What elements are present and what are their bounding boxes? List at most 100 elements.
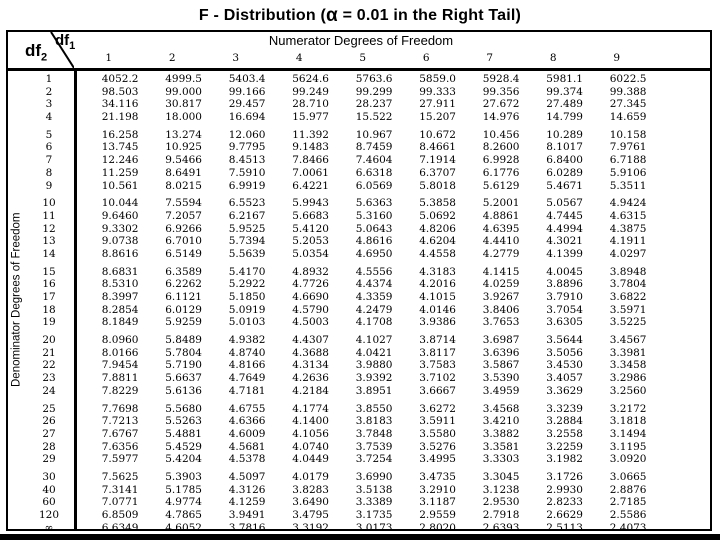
f-value-cell: 7.1914 [419,154,456,167]
f-value-cell: 5.7190 [165,359,202,372]
f-value-cell: 99.374 [546,85,583,98]
f-value-cell: 6.9928 [482,154,520,167]
f-value-cell: 5.0103 [228,316,266,329]
table-row: 28 7.6356 5.4529 4.5681 4.0740 3.7539 3.5276 3.… [8,441,710,454]
f-value-cell: 28.710 [292,98,329,111]
table-row: 3 34.116 30.817 29.457 28.710 28.237 27.911 27.… [8,98,710,111]
f-value-cell: 4.4374 [355,278,393,291]
f-value-cell: 4.4307 [292,334,329,347]
f-value-cell: 6.2262 [165,278,202,291]
f-value-cell: 3.2884 [546,415,583,428]
f-value-cell: 4.0297 [609,247,647,260]
f-value-cell: 3.3581 [482,440,520,453]
f-value-cell: 9.6460 [101,209,139,222]
df2-row-label: 22 [42,359,56,372]
f-value-cell: 16.694 [228,111,266,124]
f-value-cell: 6.0289 [546,166,583,179]
f-value-cell: 8.2600 [482,141,520,154]
df2-row-label: 20 [42,334,56,347]
f-value-cell: 8.0166 [101,346,139,359]
f-value-cell: 3.1818 [609,415,647,428]
f-value-cell: 4052.2 [101,73,139,85]
f-value-cell: 4.3126 [228,483,266,496]
df2-row-label: 8 [45,166,53,179]
f-value-cell: 8.1017 [546,141,583,154]
f-value-cell: 3.6990 [355,470,393,483]
table-row: 8 11.259 8.6491 7.5910 7.0061 6.6318 6.3707 6.1… [8,167,710,180]
f-value-cell: 5.4529 [165,440,202,453]
f-value-cell: 27.345 [609,98,647,111]
f-value-cell: 21.198 [101,111,139,124]
df2-row-label: 6 [45,141,53,154]
f-value-cell: 5.9525 [228,222,266,235]
f-value-cell: 3.5911 [419,415,456,428]
column-header: 5 [359,52,367,64]
f-value-cell: 4.1708 [355,316,393,329]
df2-row-label: 14 [42,247,56,260]
f-value-cell: 7.8229 [101,384,139,397]
f-value-cell: 3.2558 [546,427,583,440]
f-value-cell: 7.5594 [165,197,202,210]
f-value-cell: 30.817 [165,98,202,111]
f-value-cell: 3.9392 [355,372,393,385]
f-value-cell: 13.745 [101,141,139,154]
f-value-cell: 14.976 [482,111,520,124]
f-value-cell: 3.2986 [609,372,647,385]
f-value-cell: 5.6683 [292,209,329,222]
f-value-cell: 99.388 [609,85,647,98]
f-value-cell: 2.9530 [482,496,520,509]
f-value-cell: 6.7010 [165,235,202,248]
table-row: 23 7.8811 5.6637 4.7649 4.2636 3.9392 3.7102 3.… [8,372,710,385]
f-value-cell: 2.8233 [546,496,583,509]
f-value-cell: 4.2779 [482,247,520,260]
column-header: 8 [549,52,557,64]
f-value-cell: 3.6490 [292,496,329,509]
f-value-cell: 7.8466 [292,154,329,167]
f-value-cell: 6.2167 [228,209,266,222]
f-value-cell: 4.8932 [292,265,329,278]
f-value-cell: 3.3389 [355,496,393,509]
f-value-cell: 4.3875 [609,222,647,235]
df2-row-label: 19 [42,316,56,329]
f-value-cell: 9.1483 [292,141,329,154]
f-value-cell: 5981.1 [546,73,583,85]
f-value-cell: 3.5580 [419,427,456,440]
f-value-cell: 3.5644 [546,334,583,347]
f-value-cell: 3.7254 [355,453,393,466]
table-row: 5 16.258 13.274 12.060 11.392 10.967 10.672 10.… [8,129,710,142]
df2-row-label: 28 [42,440,56,453]
f-value-cell: 5.2053 [292,235,329,248]
table-row: 13 9.0738 6.7010 5.7394 5.2053 4.8616 4.6204 4.… [8,235,710,248]
table-row: 21 8.0166 5.7804 4.8740 4.3688 4.0421 3.8117 3.… [8,347,710,360]
f-value-cell: 4.8861 [482,209,520,222]
table-row: 10 10.044 7.5594 6.5523 5.9943 5.6363 5.3858 5.… [8,197,710,210]
df2-row-label: 17 [42,291,56,303]
f-value-cell: 29.457 [228,98,266,111]
f-value-cell: 11.259 [101,166,139,179]
f-value-cell: 7.2057 [165,209,202,222]
f-value-cell: 6.0569 [355,179,393,192]
f-value-cell: 27.489 [546,98,583,111]
f-value-cell: 3.9267 [482,291,520,303]
f-value-cell: 7.7213 [101,415,139,428]
f-value-cell: 3.8550 [355,402,393,415]
f-value-cell: 4.0740 [292,440,329,453]
f-value-cell: 3.0665 [609,470,647,483]
row-group: 1 4052.2 4999.5 5403.4 5624.6 5763.6 5859.0 592… [8,73,710,124]
f-value-cell: 6.0129 [165,303,202,316]
f-value-cell: 11.392 [292,128,329,141]
row-group: 15 8.6831 6.3589 5.4170 4.8932 4.5556 4.3183 4.… [8,266,710,329]
f-value-cell: 6.6318 [355,166,393,179]
f-value-cell: 12.060 [228,128,266,141]
f-value-cell: 5.5639 [228,247,266,260]
f-value-cell: 7.0771 [101,496,139,509]
df2-row-label: 15 [42,265,56,278]
title-suffix: = 0.01 in the Right Tail) [337,7,522,24]
f-value-cell: 5.0354 [292,247,329,260]
f-value-cell: 4.6950 [355,247,393,260]
df2-row-label: 29 [42,453,56,466]
f-value-cell: 4.1056 [292,427,329,440]
f-value-cell: 3.8117 [419,346,456,359]
f-value-cell: 3.6305 [546,316,583,329]
